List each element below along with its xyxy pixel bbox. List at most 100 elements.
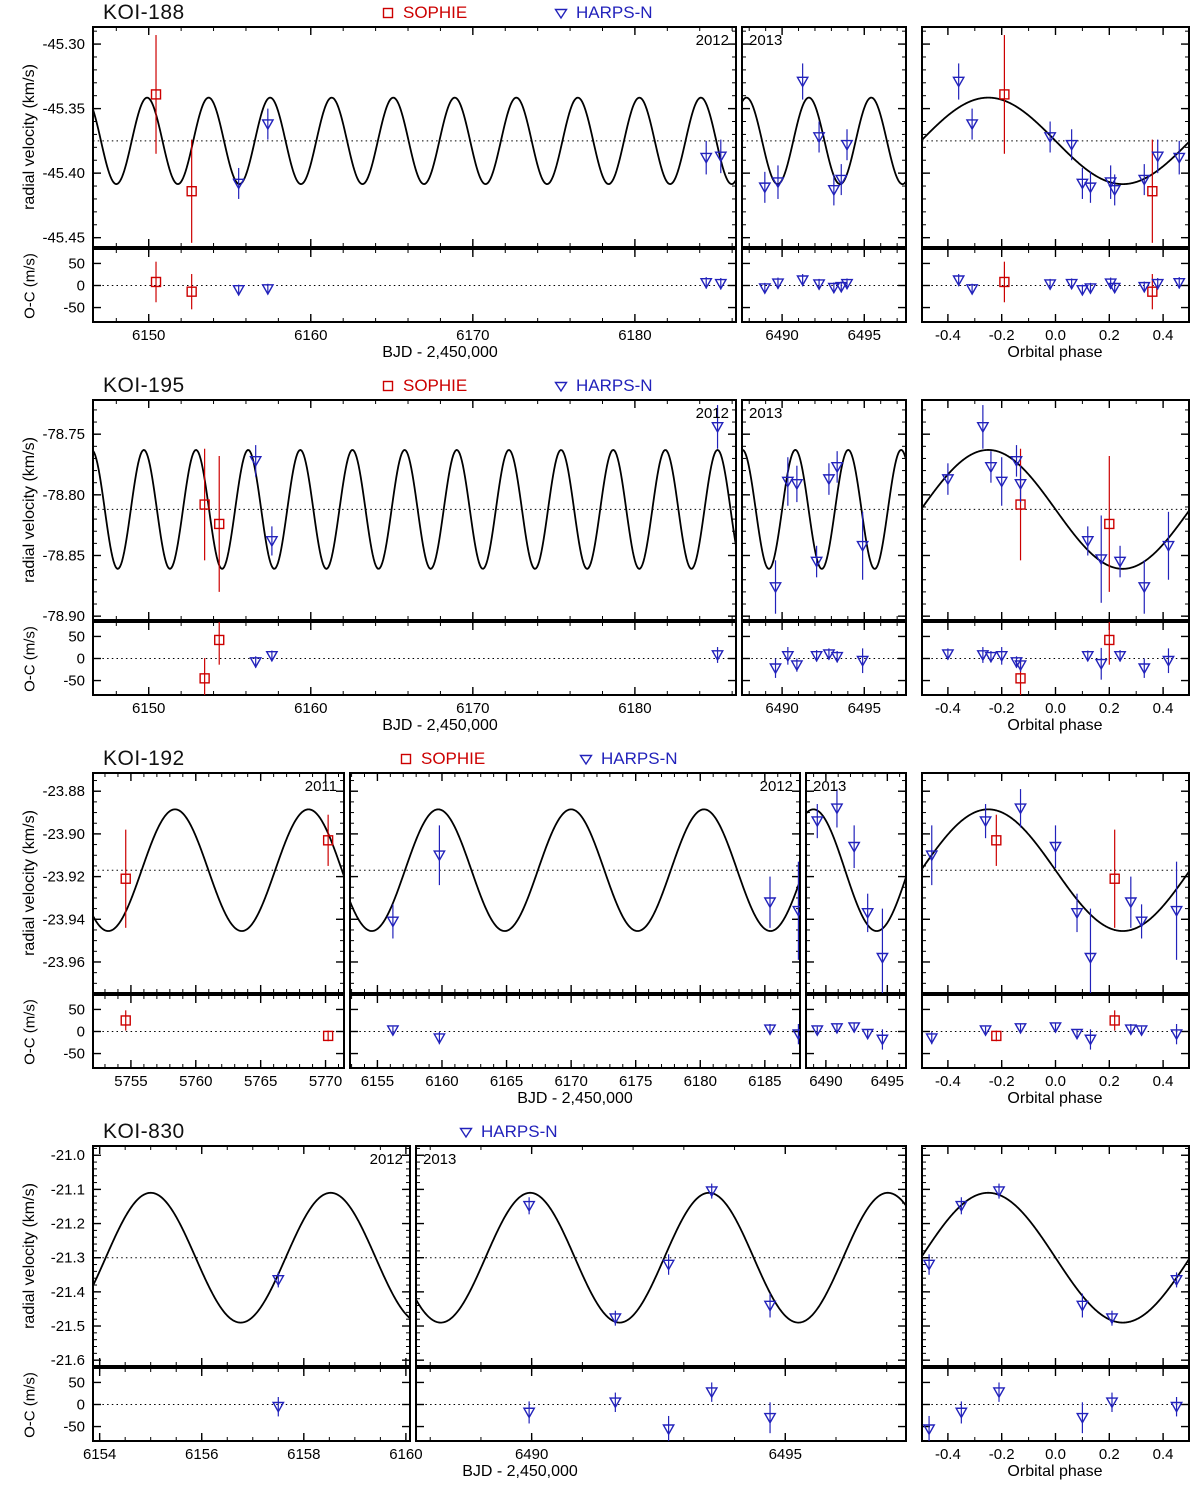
- harps-triangle-marker: [1135, 916, 1148, 928]
- harps-triangle-marker: [976, 650, 990, 662]
- oc-axis-label: O-C (m/s): [21, 625, 39, 692]
- svg-text:-78.90: -78.90: [42, 608, 85, 625]
- year-label: 2012: [759, 778, 793, 795]
- rv-axis-label: radial velocity (km/s): [21, 64, 38, 210]
- svg-text:6175: 6175: [619, 1073, 652, 1090]
- svg-text:0.2: 0.2: [1099, 1446, 1120, 1463]
- sophie-square-marker: [322, 1030, 334, 1042]
- harps-triangle-marker: [954, 1200, 968, 1213]
- svg-text:-21.4: -21.4: [51, 1284, 85, 1301]
- harps-triangle-marker: [792, 1029, 800, 1041]
- legend-sophie: SOPHIE: [398, 749, 485, 769]
- model-curve-group: [806, 808, 906, 932]
- svg-text:50: 50: [68, 255, 85, 272]
- svg-text:6170: 6170: [456, 700, 489, 717]
- harps-triangle-marker: [1151, 278, 1165, 291]
- harps-triangle-marker: [758, 283, 772, 295]
- harps-triangle-marker: [1065, 139, 1079, 152]
- harps-triangle-marker: [1014, 1023, 1027, 1035]
- harps-triangle-marker: [1076, 1300, 1089, 1312]
- sophie-square-marker: [1015, 673, 1026, 684]
- svg-text:0.0: 0.0: [1045, 1073, 1066, 1090]
- harps-triangle-marker: [433, 850, 446, 862]
- svg-text:-45.45: -45.45: [42, 230, 85, 247]
- harps-marker-icon: [554, 381, 568, 393]
- harps-triangle-marker: [1014, 803, 1027, 815]
- harps-triangle-marker: [771, 278, 785, 290]
- harps-triangle-marker: [249, 657, 263, 669]
- legend-sophie: SOPHIE: [380, 376, 467, 396]
- harps-triangle-marker: [711, 650, 724, 662]
- harps-triangle-marker: [952, 275, 966, 287]
- rv-axis-label: radial velocity (km/s): [21, 1183, 38, 1329]
- svg-text:5760: 5760: [179, 1073, 212, 1090]
- legend-label: HARPS-N: [576, 3, 653, 22]
- harps-triangle-marker: [984, 651, 998, 664]
- harps-triangle-marker: [1014, 479, 1027, 491]
- sophie-marker-icon: [382, 7, 394, 19]
- svg-text:-21.2: -21.2: [51, 1216, 85, 1233]
- harps-triangle-marker: [1105, 1397, 1119, 1409]
- year-label: 2013: [749, 32, 783, 49]
- sophie-square-marker: [186, 286, 197, 297]
- svg-text:0.4: 0.4: [1153, 700, 1174, 717]
- axis-ticks: 6150 6160 6170 6180 50 0 -50: [63, 249, 736, 344]
- sophie-square-marker: [1147, 186, 1158, 197]
- axis-ticks: -0.4 -0.2 0.0 0.2 0.4: [922, 249, 1189, 344]
- rv-model-curve: [922, 808, 1189, 932]
- sophie-oc-points: [991, 1010, 1120, 1042]
- plot-title: KOI-192: [103, 747, 185, 770]
- harps-triangle-marker: [608, 1397, 622, 1409]
- harps-triangle-marker: [1124, 897, 1138, 909]
- harps-points: [249, 405, 724, 556]
- koi-830-oc-time-panel-1: 6154 6156 6158 6160 50 0 -50: [63, 1367, 423, 1463]
- harps-triangle-marker: [810, 556, 824, 568]
- harps-triangle-marker: [1162, 655, 1175, 668]
- harps-triangle-marker: [769, 663, 782, 675]
- svg-text:-50: -50: [63, 300, 85, 317]
- koi-195-phase-rv-panel: [921, 399, 1190, 621]
- svg-text:0.4: 0.4: [1153, 1073, 1174, 1090]
- oc-axis-label: O-C (m/s): [21, 1371, 39, 1438]
- harps-triangle-marker: [1084, 1034, 1097, 1046]
- harps-triangle-marker: [1108, 185, 1122, 197]
- harps-marker-icon: [554, 8, 568, 20]
- svg-text:-50: -50: [63, 1419, 85, 1436]
- harps-triangle-marker: [812, 132, 826, 144]
- svg-text:0.0: 0.0: [1045, 1446, 1066, 1463]
- rv-model-curve: [742, 449, 906, 570]
- model-curve-group: [416, 1191, 906, 1324]
- harps-triangle-marker: [830, 1023, 844, 1035]
- svg-text:6490: 6490: [765, 327, 798, 344]
- svg-text:6150: 6150: [132, 700, 165, 717]
- harps-triangle-marker: [992, 1186, 1006, 1198]
- harps-triangle-marker: [763, 1300, 777, 1312]
- harps-triangle-marker: [1104, 177, 1118, 189]
- harps-triangle-marker: [1010, 455, 1023, 468]
- rv-model-curve: [922, 449, 1189, 570]
- harps-triangle-marker: [1162, 540, 1175, 553]
- harps-triangle-marker: [249, 455, 263, 468]
- sophie-oc-points: [120, 1010, 334, 1042]
- harps-triangle-marker: [261, 119, 275, 131]
- harps-triangle-marker: [763, 897, 777, 909]
- harps-points: [769, 451, 870, 614]
- phase-axis-label: Orbital phase: [1007, 1463, 1103, 1480]
- harps-triangle-marker: [995, 476, 1009, 488]
- harps-oc-points: [522, 1382, 777, 1441]
- harps-triangle-marker: [792, 905, 800, 918]
- harps-triangle-marker: [771, 177, 785, 189]
- svg-text:0: 0: [77, 651, 85, 668]
- svg-text:6160: 6160: [294, 700, 327, 717]
- svg-text:6170: 6170: [456, 327, 489, 344]
- harps-triangle-marker: [386, 1025, 400, 1037]
- axis-ticks: 6490 6495: [742, 249, 906, 344]
- harps-triangle-marker: [840, 278, 854, 291]
- oc-axis-label: O-C (m/s): [21, 998, 39, 1065]
- harps-triangle-marker: [662, 1424, 676, 1436]
- harps-triangle-marker: [1070, 907, 1084, 920]
- harps-triangle-marker: [705, 1387, 719, 1399]
- harps-triangle-marker: [952, 76, 966, 88]
- plot-title: KOI-830: [103, 1120, 185, 1143]
- harps-points: [386, 825, 800, 960]
